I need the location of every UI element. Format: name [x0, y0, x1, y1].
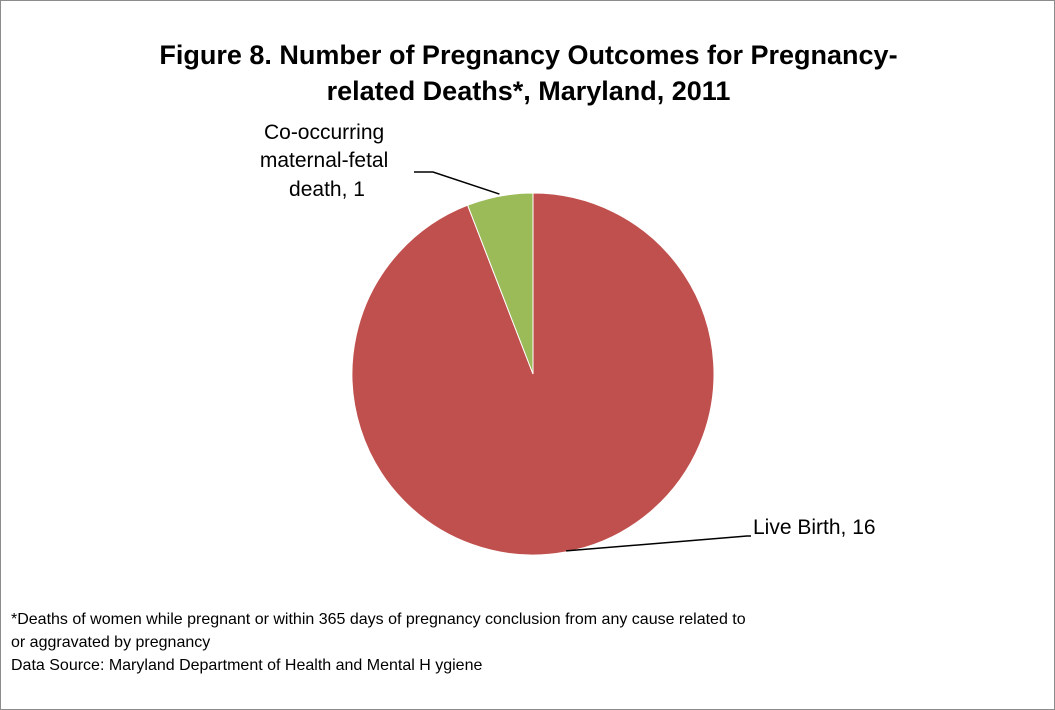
slice-label-co-occurring: Co-occurring maternal-fetal death, 1	[260, 121, 394, 201]
pie-slice-co-occurring	[466, 192, 534, 375]
chart-title-line-1: Figure 8. Number of Pregnancy Outcomes f…	[159, 40, 898, 70]
leader-line-co-occurring	[414, 171, 500, 195]
slice-label-co-occurring-line-3: death, 1	[289, 178, 365, 201]
chart-title-line-2: related Deaths*, Maryland, 2011	[326, 76, 731, 106]
leader-line-live-birth	[566, 535, 751, 552]
footnote-line-2: or aggravated by pregnancy	[11, 634, 211, 651]
slice-label-co-occurring-line-1: Co-occurring	[264, 121, 384, 144]
footnote-line-1: *Deaths of women while pregnant or withi…	[11, 611, 746, 628]
slice-label-live-birth: Live Birth, 16	[753, 516, 876, 539]
slice-label-co-occurring-line-2: maternal-fetal	[260, 149, 388, 172]
chart-footnote: *Deaths of women while pregnant or withi…	[11, 608, 1011, 677]
data-source-text: Data Source: Maryland Department of Heal…	[11, 657, 483, 674]
chart-title: Figure 8. Number of Pregnancy Outcomes f…	[41, 37, 1016, 109]
